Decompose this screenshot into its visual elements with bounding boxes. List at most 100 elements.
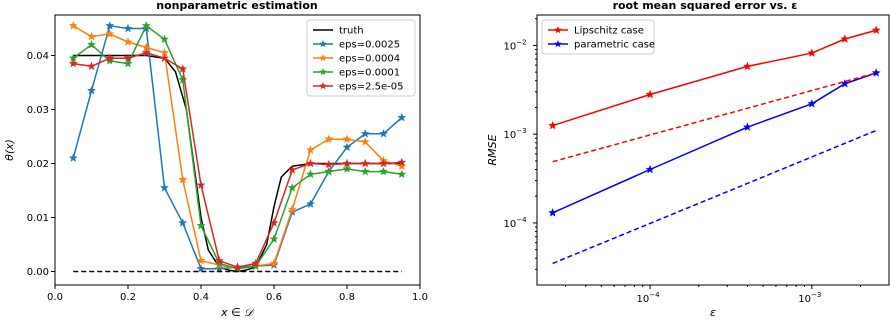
series-lipschitz-case (548, 25, 881, 130)
x-tick-exponent: −3 (811, 291, 821, 299)
data-point (178, 218, 188, 227)
chart-title: root mean squared error vs. ε (613, 0, 798, 12)
legend-label: Lipschitz case (574, 26, 644, 37)
legend-marker (319, 54, 327, 62)
data-point (397, 161, 407, 171)
data-point (214, 255, 224, 265)
data-point (86, 85, 97, 95)
data-point (141, 48, 151, 57)
y-tick-label: 10−4 (503, 216, 527, 230)
data-point (378, 166, 389, 176)
legend-label: eps=0.0001 (339, 68, 400, 79)
series-eps-2-5e-05 (68, 48, 407, 272)
x-tick-label: 10−3 (798, 291, 821, 305)
legend-label: truth (339, 26, 364, 37)
data-point (742, 122, 752, 132)
x-tick-label: 0.6 (266, 292, 282, 303)
data-point (287, 165, 297, 174)
y-tick-exponent: −3 (516, 127, 526, 135)
legend-marker (319, 68, 327, 76)
data-point (123, 53, 133, 63)
data-point (86, 31, 97, 41)
legend-item: truth (313, 26, 364, 37)
series-line (552, 129, 877, 265)
data-point (360, 137, 370, 146)
data-point (342, 158, 352, 168)
data-point (196, 255, 206, 265)
data-point (397, 157, 407, 167)
data-point (196, 180, 206, 189)
data-point (360, 129, 370, 138)
legend-item: eps=0.0001 (313, 68, 400, 79)
chart-title: nonparametric estimation (156, 0, 317, 12)
data-point (123, 58, 133, 68)
data-point (397, 112, 407, 122)
legend-marker (554, 26, 562, 34)
series-parametric-case (548, 68, 881, 217)
data-point (269, 234, 279, 243)
data-point (68, 58, 78, 68)
data-point (269, 218, 279, 227)
data-point (645, 89, 655, 99)
data-point (214, 264, 224, 273)
data-point (324, 159, 334, 169)
y-tick-label: 0.01 (27, 213, 49, 224)
data-point (305, 199, 316, 208)
x-tick-label: 0.0 (47, 292, 63, 303)
series-line (73, 54, 402, 273)
data-point (305, 158, 316, 168)
legend-box (306, 19, 416, 97)
legend-label: eps=0.0025 (339, 40, 400, 51)
legend-item: eps=0.0025 (313, 40, 400, 51)
data-point (159, 183, 170, 192)
y-tick-label: 0.03 (27, 105, 49, 116)
data-point (305, 145, 316, 154)
data-point (324, 134, 334, 144)
x-tick-label: 10−4 (637, 291, 661, 305)
data-point (105, 21, 115, 30)
x-tick-label: 0.2 (120, 292, 136, 303)
data-point (287, 183, 297, 192)
axes-frame (54, 14, 421, 286)
legend-item: parametric case (548, 40, 655, 51)
data-point (742, 61, 752, 71)
data-point (378, 158, 389, 168)
rmse-chart: root mean squared error vs. ε 10−4 10−3 1… (486, 0, 890, 319)
legend-label: eps=2.5e-05 (339, 82, 403, 93)
series-reference-line-2 (552, 72, 877, 163)
data-point (807, 48, 817, 57)
y-tick-exponent: −2 (516, 38, 526, 46)
data-point (178, 174, 188, 184)
series-line (552, 29, 877, 127)
data-point (159, 34, 170, 44)
data-point (68, 153, 78, 162)
x-tick-exponent: −4 (649, 291, 660, 299)
data-point (807, 99, 817, 108)
x-axis-label: ε (710, 306, 716, 319)
data-point (196, 264, 206, 273)
legend-marker (319, 82, 327, 90)
y-tick-label: 10−2 (503, 38, 526, 52)
legend-marker (319, 40, 327, 48)
y-axis-label: θ(x) (3, 139, 16, 161)
data-point (68, 21, 78, 30)
legend: Lipschitz case parametric case (541, 19, 655, 55)
data-point (196, 220, 206, 230)
data-point (269, 258, 279, 268)
legend-label: eps=0.0004 (339, 54, 400, 65)
data-point (287, 204, 297, 214)
data-point (342, 164, 352, 173)
data-point (397, 169, 407, 179)
data-point (178, 75, 188, 84)
data-point (342, 142, 352, 152)
data-point (105, 29, 115, 38)
axes-frame (536, 14, 890, 286)
data-point (123, 37, 133, 46)
data-point (360, 166, 370, 176)
legend-item: eps=2.5e-05 (313, 82, 403, 93)
x-tick-label: 0.8 (339, 292, 355, 303)
y-tick-label: 0.02 (27, 159, 49, 170)
series-line (552, 72, 877, 214)
data-point (871, 25, 881, 35)
